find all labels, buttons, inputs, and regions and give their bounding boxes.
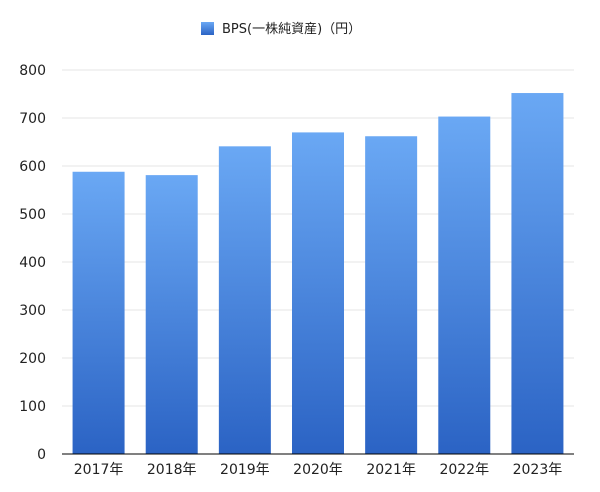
x-tick-label: 2022年 <box>439 462 489 478</box>
y-tick-label: 500 <box>19 207 46 223</box>
bar <box>438 116 491 454</box>
bar <box>292 132 344 454</box>
y-axis-ticks: 0 100 200 300 400 500 600 700 800 <box>19 63 46 463</box>
legend-swatch <box>201 22 214 35</box>
x-tick-label: 2018年 <box>147 462 197 478</box>
x-tick-label: 2021年 <box>366 462 416 478</box>
legend: BPS(一株純資産)（円） <box>201 21 361 37</box>
x-axis-ticks: 2017年 2018年 2019年 2020年 2021年 2022年 2023年 <box>74 462 562 478</box>
bar <box>218 146 271 454</box>
x-tick-label: 2020年 <box>293 462 343 478</box>
bar <box>511 93 564 454</box>
bars <box>72 93 564 455</box>
bar <box>365 136 418 455</box>
y-tick-label: 600 <box>19 159 46 175</box>
y-tick-label: 100 <box>19 399 46 415</box>
y-tick-label: 0 <box>37 447 46 463</box>
x-tick-label: 2017年 <box>74 462 124 478</box>
x-tick-label: 2023年 <box>513 462 563 478</box>
bar <box>72 171 125 454</box>
x-tick-label: 2019年 <box>220 462 270 478</box>
y-tick-label: 300 <box>19 303 46 319</box>
y-tick-label: 400 <box>19 255 46 271</box>
y-tick-label: 700 <box>19 111 46 127</box>
bar <box>145 175 198 454</box>
y-tick-label: 200 <box>19 351 46 367</box>
y-tick-label: 800 <box>19 63 46 79</box>
legend-label: BPS(一株純資産)（円） <box>222 21 361 37</box>
